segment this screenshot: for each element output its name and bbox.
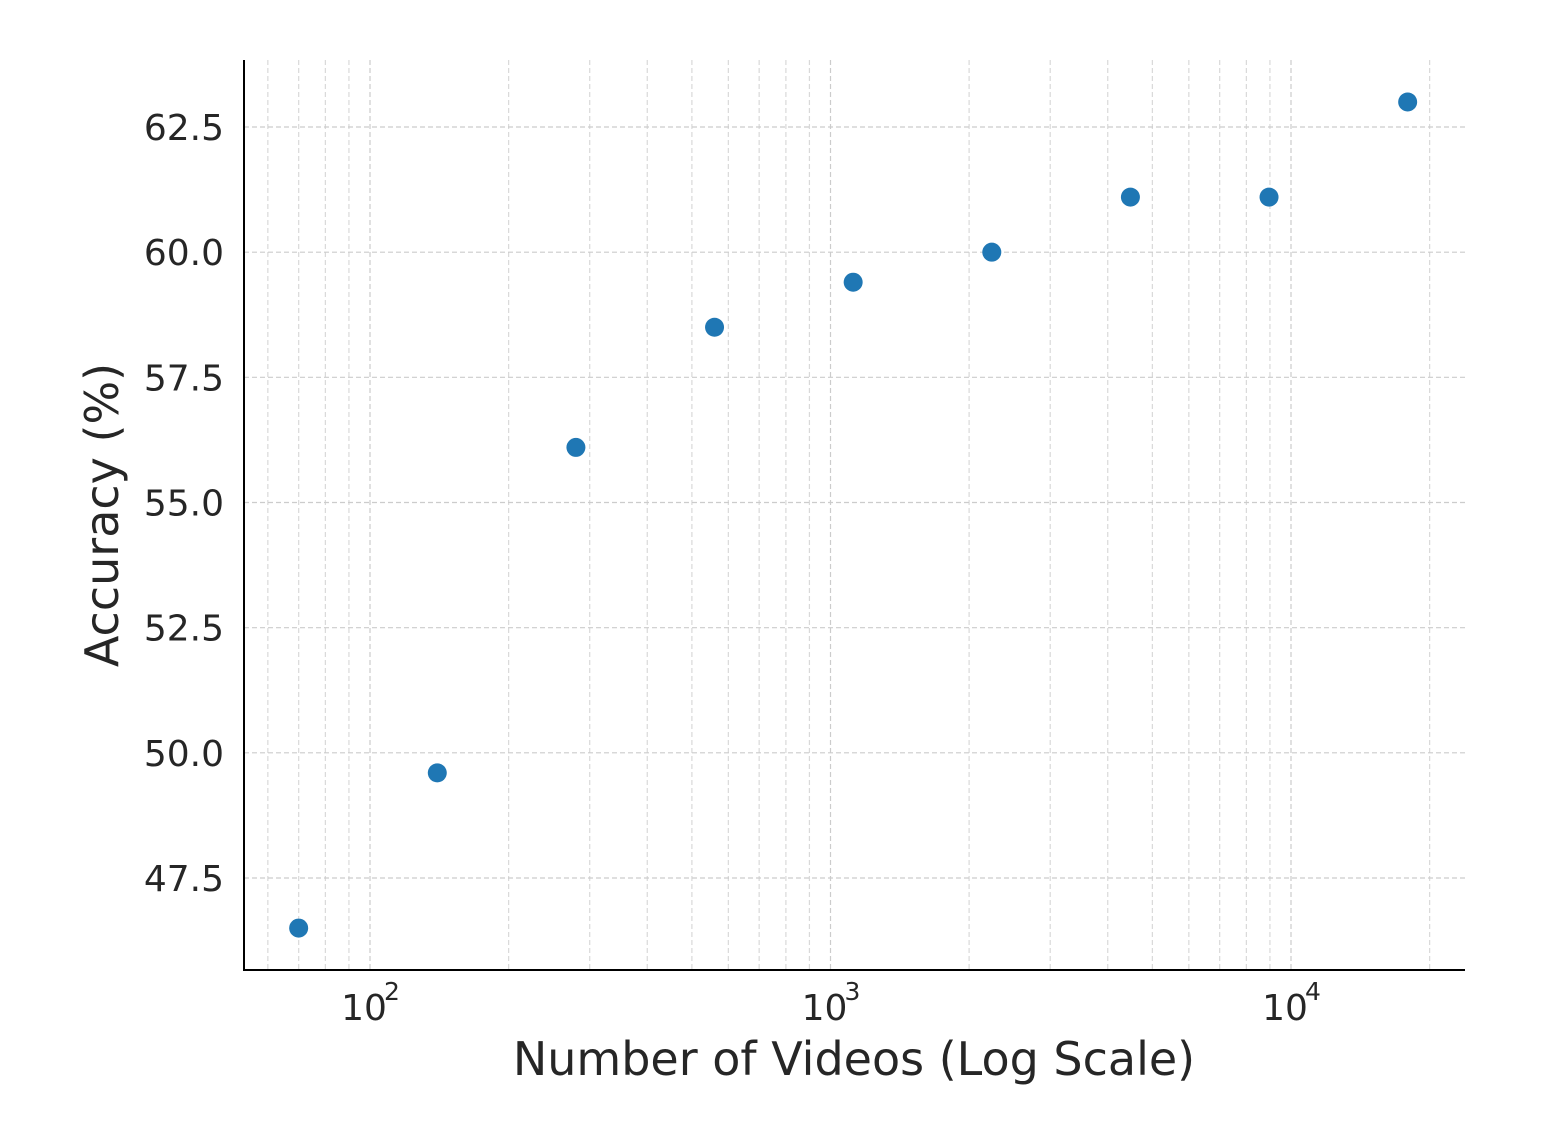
y-tick-label: 60.0: [144, 233, 224, 274]
x-tick-exponent: 2: [384, 977, 400, 1006]
y-tick-label: 55.0: [144, 484, 224, 525]
data-point: [1259, 187, 1279, 207]
x-tick-label: 10: [341, 988, 387, 1029]
x-tick-exponent: 4: [1305, 977, 1321, 1006]
data-point: [1398, 92, 1418, 112]
y-tick-label: 62.5: [144, 108, 224, 149]
data-points: [289, 92, 1418, 938]
data-point: [705, 317, 725, 337]
y-tick-label: 50.0: [144, 734, 224, 775]
data-point: [289, 918, 309, 938]
y-axis-title: Accuracy (%): [75, 363, 129, 667]
x-tick-label: 10: [1262, 988, 1308, 1029]
grid: [244, 60, 1465, 970]
data-point: [566, 437, 586, 457]
data-point: [843, 272, 863, 292]
y-tick-label: 47.5: [144, 859, 224, 900]
x-tick-exponent: 3: [845, 977, 861, 1006]
x-tick-label: 10: [802, 988, 848, 1029]
data-point: [427, 763, 447, 783]
x-axis-title: Number of Videos (Log Scale): [513, 1032, 1195, 1086]
data-point: [1120, 187, 1140, 207]
data-point: [982, 242, 1002, 262]
y-tick-label: 57.5: [144, 358, 224, 399]
y-tick-label: 52.5: [144, 609, 224, 650]
x-axis-ticks: 102 103 104: [341, 977, 1321, 1029]
y-axis-ticks: 47.5 50.0 52.5 55.0 57.5 60.0 62.5: [144, 108, 224, 900]
